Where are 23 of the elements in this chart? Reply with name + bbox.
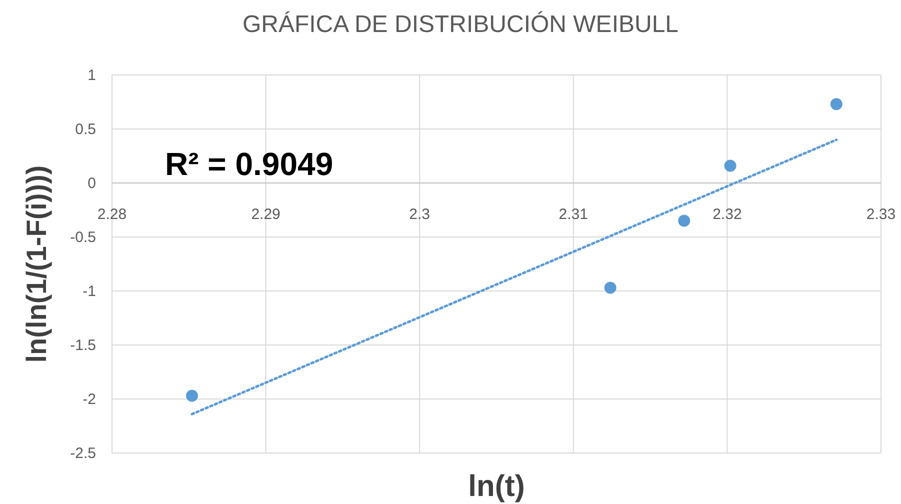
- x-tick-label: 2.29: [251, 206, 280, 223]
- x-tick-label: 2.3: [409, 206, 430, 223]
- x-tick-label: 2.32: [712, 206, 742, 223]
- point: [678, 214, 690, 227]
- point: [830, 98, 842, 110]
- x-axis-title: ln(t): [468, 470, 525, 503]
- x-tick-label: 2.33: [866, 206, 896, 223]
- y-axis-title: ln(ln(1/(1-F(i)))): [21, 165, 52, 363]
- y-tick-label: -2.5: [70, 445, 96, 462]
- point: [724, 160, 736, 172]
- point: [604, 282, 616, 294]
- y-tick-label: 0.5: [75, 121, 96, 138]
- y-tick-label: 1: [88, 67, 96, 84]
- annotation: R² = 0.9049: [165, 146, 334, 182]
- y-tick-label: 0: [88, 175, 96, 192]
- x-tick-label: 2.31: [558, 206, 588, 223]
- x-tick-label: 2.28: [97, 206, 127, 223]
- point: [186, 390, 198, 402]
- y-tick-label: -0.5: [70, 229, 96, 246]
- y-tick-label: -1.5: [70, 337, 96, 354]
- chart-title: GRÁFICA DE DISTRIBUCIÓN WEIBULL: [242, 11, 679, 38]
- y-tick-label: -1: [82, 283, 96, 300]
- y-tick-label: -2: [82, 391, 96, 408]
